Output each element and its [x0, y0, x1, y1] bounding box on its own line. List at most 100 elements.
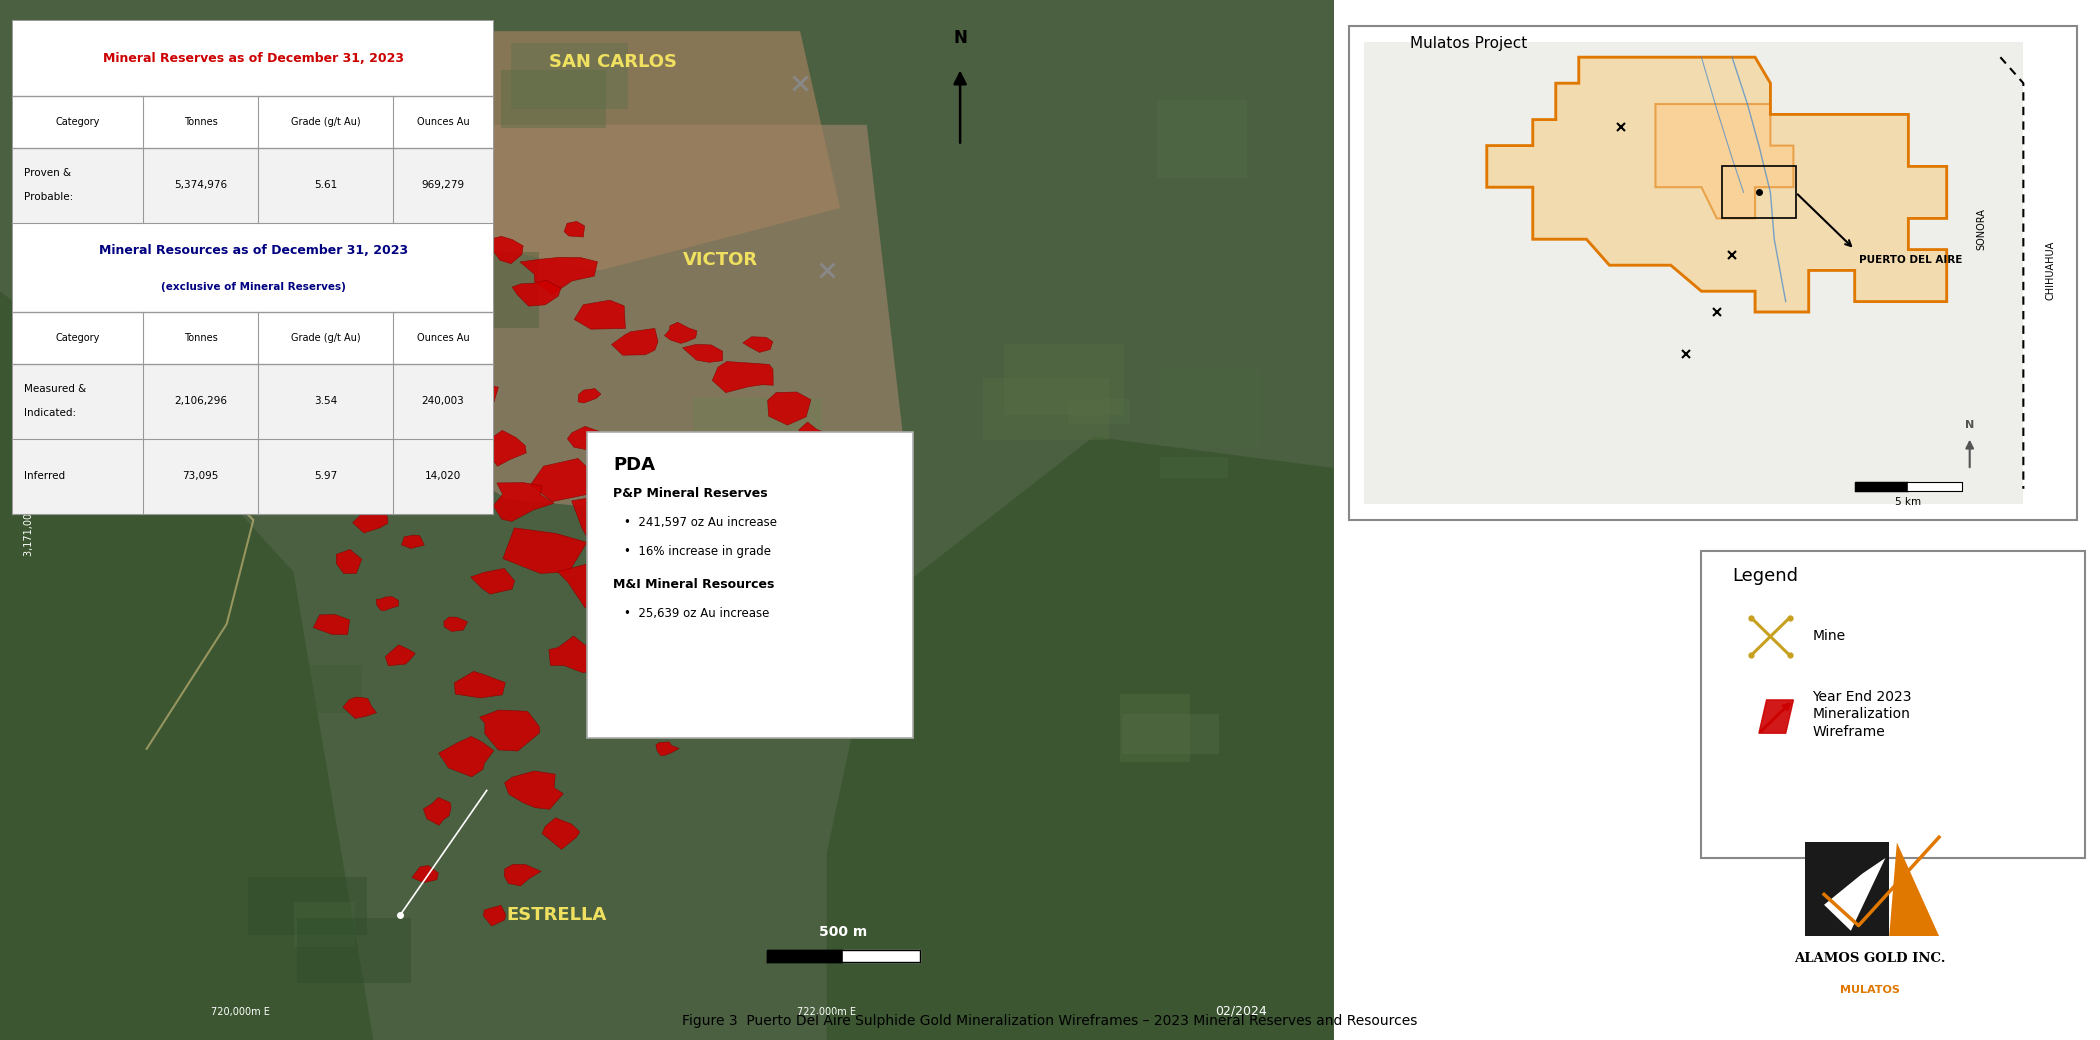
Polygon shape	[487, 431, 527, 466]
Text: Ounces Au: Ounces Au	[416, 116, 468, 127]
Bar	[510, 43, 628, 109]
Text: VICTOR: VICTOR	[682, 251, 758, 269]
Text: MULATOS: MULATOS	[92, 459, 191, 477]
Text: 3.54: 3.54	[313, 396, 336, 407]
Polygon shape	[1655, 104, 1793, 218]
Polygon shape	[689, 433, 722, 460]
Text: Figure 3  Puerto Del Aire Sulphide Gold Mineralization Wireframes – 2023 Mineral: Figure 3 Puerto Del Aire Sulphide Gold M…	[682, 1014, 1418, 1028]
Text: (exclusive of Mineral Reserves): (exclusive of Mineral Reserves)	[162, 282, 346, 292]
Bar	[13, 148, 494, 223]
Polygon shape	[443, 617, 468, 631]
Polygon shape	[664, 322, 697, 343]
Bar	[294, 902, 355, 947]
Polygon shape	[1825, 858, 1886, 931]
Polygon shape	[743, 337, 773, 353]
Polygon shape	[588, 439, 613, 454]
Text: Mineral Resources as of December 31, 2023: Mineral Resources as of December 31, 202…	[99, 243, 407, 257]
Bar	[120, 414, 166, 438]
Text: Grade (g/t Au): Grade (g/t Au)	[290, 116, 361, 127]
Text: Tonnes: Tonnes	[183, 333, 218, 343]
Bar	[13, 439, 494, 514]
Text: CHIHUAHUA: CHIHUAHUA	[2045, 241, 2056, 300]
Text: 3,171,000 m N: 3,171,000 m N	[25, 484, 34, 556]
Bar	[1804, 842, 1890, 936]
Bar	[13, 312, 494, 364]
Text: 500 m: 500 m	[819, 926, 867, 939]
Polygon shape	[769, 392, 811, 425]
FancyBboxPatch shape	[586, 432, 914, 738]
Bar	[172, 346, 239, 428]
Bar	[13, 96, 494, 148]
Polygon shape	[483, 905, 506, 926]
Text: 722,000m E: 722,000m E	[798, 1007, 857, 1017]
Polygon shape	[353, 510, 388, 532]
Bar	[1119, 695, 1191, 762]
Polygon shape	[426, 378, 498, 414]
Polygon shape	[720, 489, 750, 512]
Bar	[1069, 399, 1130, 424]
Bar	[309, 401, 338, 474]
Polygon shape	[827, 437, 1334, 1040]
Polygon shape	[578, 389, 601, 404]
Polygon shape	[504, 864, 542, 886]
Text: N: N	[1966, 419, 1974, 430]
Text: 969,279: 969,279	[422, 180, 464, 190]
Text: 5.61: 5.61	[313, 180, 336, 190]
Polygon shape	[542, 817, 580, 850]
Polygon shape	[565, 222, 584, 237]
Text: 5 km: 5 km	[1896, 497, 1922, 508]
Text: Category: Category	[57, 333, 101, 343]
Polygon shape	[626, 720, 651, 735]
Text: PUERTO DEL AIRE: PUERTO DEL AIRE	[1858, 255, 1961, 265]
Polygon shape	[494, 483, 554, 521]
Text: Tonnes: Tonnes	[183, 116, 218, 127]
Text: 2,106,296: 2,106,296	[174, 396, 227, 407]
Bar	[1701, 551, 2085, 858]
Polygon shape	[682, 344, 722, 362]
Bar	[1159, 457, 1228, 478]
Bar	[298, 918, 412, 983]
Polygon shape	[668, 639, 689, 651]
Polygon shape	[611, 329, 657, 356]
Polygon shape	[573, 301, 626, 330]
Polygon shape	[1890, 842, 1938, 936]
Text: Probable:: Probable:	[23, 192, 74, 202]
Polygon shape	[470, 569, 514, 594]
Polygon shape	[376, 597, 399, 610]
Polygon shape	[588, 598, 657, 643]
Text: 720,000m E: 720,000m E	[210, 1007, 269, 1017]
Polygon shape	[1487, 57, 1947, 312]
Text: 5.97: 5.97	[313, 471, 336, 482]
Text: •  241,597 oz Au increase: • 241,597 oz Au increase	[624, 516, 777, 528]
Text: PDA: PDA	[613, 456, 655, 473]
Polygon shape	[512, 280, 561, 306]
Polygon shape	[424, 798, 452, 826]
Bar	[13, 224, 494, 312]
Text: VICTOR: VICTOR	[189, 219, 265, 238]
Polygon shape	[313, 615, 349, 634]
Polygon shape	[567, 426, 607, 451]
Polygon shape	[624, 665, 682, 703]
Text: Indicated:: Indicated:	[23, 409, 76, 418]
Text: N: N	[953, 29, 968, 47]
Text: 02/2024: 02/2024	[1216, 1005, 1266, 1017]
Bar	[502, 70, 607, 128]
Polygon shape	[489, 236, 523, 264]
Text: GAP: GAP	[294, 365, 336, 384]
Text: Mine: Mine	[1812, 629, 1846, 644]
Polygon shape	[0, 291, 374, 1040]
Polygon shape	[521, 257, 598, 294]
Polygon shape	[359, 402, 391, 431]
Polygon shape	[556, 558, 628, 607]
Bar	[861, 538, 901, 590]
Bar	[13, 224, 494, 514]
Polygon shape	[653, 546, 708, 573]
Bar	[1157, 100, 1247, 179]
Text: Category: Category	[57, 116, 101, 127]
Polygon shape	[502, 528, 586, 573]
Bar	[90, 76, 206, 110]
Text: Legend: Legend	[1732, 567, 1798, 584]
Polygon shape	[798, 422, 827, 446]
Text: •  25,639 oz Au increase: • 25,639 oz Au increase	[624, 607, 769, 620]
Text: Inferred: Inferred	[23, 471, 65, 482]
